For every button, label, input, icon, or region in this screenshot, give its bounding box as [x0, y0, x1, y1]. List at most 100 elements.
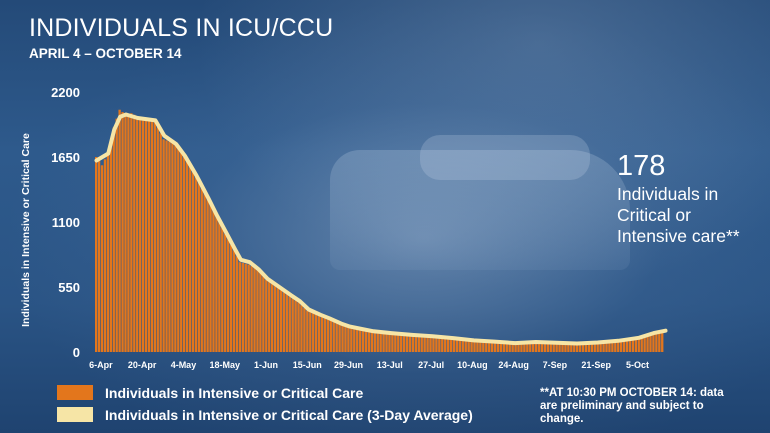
bar: [347, 327, 350, 352]
bar: [441, 337, 444, 352]
bar: [221, 227, 224, 352]
bar: [400, 334, 403, 352]
bar: [133, 114, 136, 352]
bar: [168, 141, 171, 352]
x-tick-label: 18-May: [209, 360, 240, 370]
bar: [200, 187, 203, 352]
y-tick-label: 2200: [51, 85, 80, 100]
bar: [605, 341, 608, 352]
bar: [464, 340, 467, 352]
y-axis-ticks: 0 550 1100 1650 2200: [51, 85, 80, 360]
bar: [138, 117, 142, 352]
bar: [364, 330, 368, 352]
data-note: **AT 10:30 PM OCTOBER 14: data are preli…: [540, 387, 724, 425]
bar: [537, 342, 541, 352]
bar: [282, 292, 286, 352]
bar: [628, 338, 632, 352]
bar: [279, 290, 283, 352]
x-tick-label: 20-Apr: [128, 360, 157, 370]
bar: [100, 165, 104, 352]
bar: [655, 332, 658, 352]
x-tick-label: 5-Oct: [626, 360, 649, 370]
bar: [493, 342, 497, 352]
bar: [649, 333, 652, 352]
bar: [273, 286, 277, 352]
bar: [661, 330, 664, 352]
bar: [617, 340, 620, 352]
bar: [476, 341, 479, 352]
bar: [470, 340, 473, 352]
bar: [564, 343, 567, 352]
bar: [153, 121, 156, 352]
bar: [646, 334, 649, 352]
bar: [291, 298, 294, 352]
x-axis-ticks: 6-Apr 20-Apr 4-May 18-May 1-Jun 15-Jun 29-Jun 1…: [89, 360, 649, 370]
y-tick-label: 1650: [51, 150, 80, 165]
bar: [558, 343, 561, 352]
bar: [543, 342, 547, 352]
x-tick-label: 29-Jun: [334, 360, 363, 370]
bed-shape: [330, 150, 630, 270]
bar: [353, 328, 356, 352]
bar: [191, 172, 195, 352]
y-tick-label: 0: [73, 345, 80, 360]
bar: [467, 340, 470, 352]
bar: [323, 317, 327, 352]
bar: [356, 328, 359, 352]
bar: [250, 266, 253, 352]
bar: [209, 204, 212, 352]
chart-legend: Individuals in Intensive or Critical Car…: [57, 383, 473, 427]
bar: [643, 334, 646, 352]
bar: [505, 343, 508, 352]
bar: [109, 140, 112, 352]
bar: [526, 342, 529, 352]
bar: [432, 336, 435, 352]
bar: [435, 337, 438, 352]
bar: [455, 339, 459, 352]
bar: [197, 182, 200, 352]
bar: [341, 325, 344, 352]
bar: [95, 157, 98, 352]
bar: [637, 336, 640, 352]
bar: [144, 119, 148, 353]
bar: [508, 343, 511, 352]
bar: [382, 333, 385, 352]
legend-swatch-line: [57, 407, 93, 422]
bar: [590, 342, 594, 352]
bar: [103, 159, 107, 352]
bar: [329, 320, 332, 352]
bar: [226, 239, 230, 352]
bar: [499, 342, 503, 352]
bar: [358, 329, 362, 352]
bar: [229, 244, 233, 352]
bar: [370, 331, 374, 352]
bar: [314, 314, 318, 352]
bar: [473, 340, 476, 352]
bar: [350, 327, 353, 352]
bar: [338, 324, 341, 352]
bar: [188, 167, 192, 352]
bar: [238, 262, 242, 352]
bar: [458, 339, 462, 352]
bar: [411, 335, 415, 352]
bar: [127, 113, 130, 352]
legend-item-daily: Individuals in Intensive or Critical Car…: [57, 383, 473, 402]
bar: [297, 302, 300, 352]
bar: [534, 342, 538, 352]
bar: [268, 281, 271, 352]
bar: [658, 331, 661, 352]
bar: [247, 264, 250, 352]
bar: [185, 162, 189, 352]
bar: [488, 341, 491, 352]
bar: [218, 222, 221, 352]
bar: [602, 341, 605, 352]
x-tick-label: 13-Jul: [377, 360, 403, 370]
bar: [385, 333, 388, 352]
bar: [561, 343, 564, 352]
bar: [420, 336, 423, 352]
bar: [376, 332, 379, 352]
bar: [147, 120, 151, 352]
bar: [150, 120, 154, 352]
bar: [136, 116, 139, 352]
